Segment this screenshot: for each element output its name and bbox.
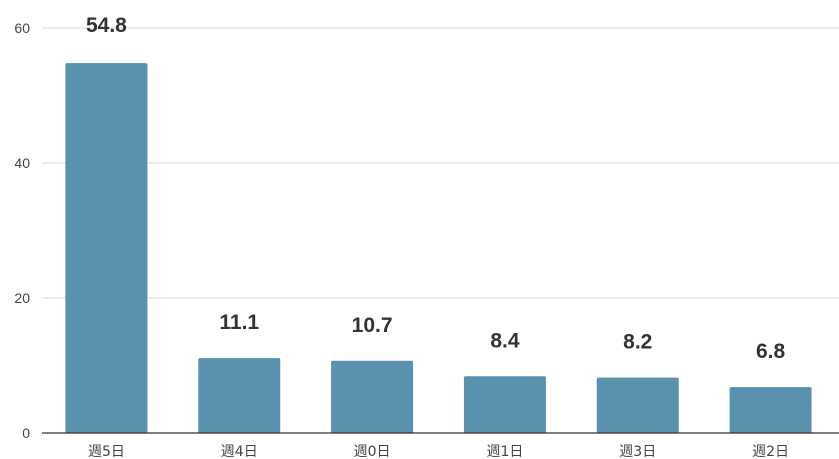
data-label: 11.1 (219, 311, 259, 334)
bar (596, 377, 679, 433)
data-label: 8.4 (490, 329, 520, 352)
bar (463, 376, 546, 433)
bar (729, 387, 812, 433)
bar (65, 63, 148, 433)
y-tick-label: 0 (22, 425, 30, 441)
data-label: 8.2 (623, 331, 652, 354)
bar (198, 358, 281, 433)
data-labels: 54.8 11.1 10.7 8.4 8.2 6.8 (86, 14, 786, 363)
x-tick-label: 週4日 (221, 444, 258, 459)
y-tick-label: 20 (14, 290, 30, 306)
bar (331, 360, 414, 433)
x-tick-label: 週0日 (354, 444, 391, 459)
gridlines (42, 27, 839, 299)
bars (65, 63, 812, 433)
x-tick-label: 週1日 (486, 444, 523, 459)
axes: 0 20 40 60 週5日 週4日 週0日 週1日 週3日 週2日 (14, 20, 839, 459)
x-tick-label: 週2日 (752, 444, 789, 459)
data-label: 54.8 (86, 14, 127, 37)
y-tick-label: 60 (14, 20, 30, 36)
data-label: 6.8 (756, 340, 786, 363)
x-tick-label: 週5日 (88, 444, 125, 459)
data-label: 10.7 (352, 314, 393, 337)
y-tick-label: 40 (14, 155, 30, 171)
x-tick-label: 週3日 (619, 444, 656, 459)
